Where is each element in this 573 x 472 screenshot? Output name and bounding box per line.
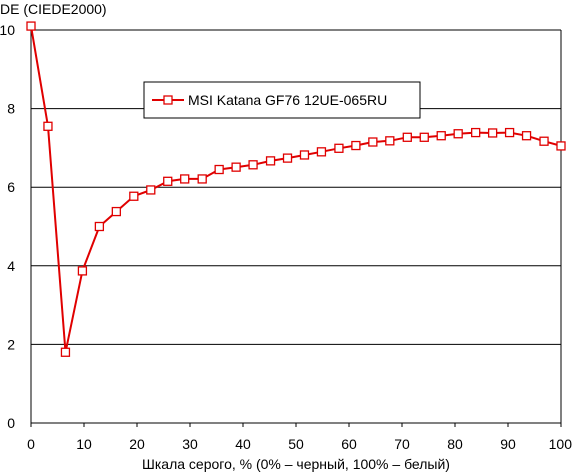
data-point-marker bbox=[419, 132, 429, 142]
x-tick-labels: 0 10 20 30 40 50 60 70 80 90 100 bbox=[27, 423, 572, 452]
data-point-marker bbox=[556, 141, 566, 151]
data-point-marker bbox=[385, 136, 395, 146]
x-tick-label: 20 bbox=[129, 436, 145, 452]
data-point-marker bbox=[231, 162, 241, 172]
data-point-marker bbox=[504, 127, 515, 138]
y-tick-label: 8 bbox=[7, 101, 15, 117]
x-tick-label: 70 bbox=[394, 436, 410, 452]
data-point-marker bbox=[539, 136, 549, 146]
data-point-marker bbox=[316, 147, 327, 157]
data-point-marker bbox=[521, 131, 532, 141]
legend-label: MSI Katana GF76 12UE-065RU bbox=[188, 92, 387, 108]
data-point-marker bbox=[180, 174, 190, 184]
legend-marker-swatch bbox=[163, 95, 173, 105]
data-point-marker bbox=[163, 176, 173, 186]
y-tick-label: 0 bbox=[7, 415, 15, 431]
x-tick-label: 10 bbox=[76, 436, 92, 452]
y-tick-label: 6 bbox=[7, 179, 15, 195]
data-point-marker bbox=[368, 137, 378, 147]
data-point-marker bbox=[94, 221, 105, 232]
legend-box bbox=[143, 81, 421, 119]
data-point-marker bbox=[77, 266, 88, 276]
data-point-marker bbox=[402, 132, 412, 142]
gridlines bbox=[30, 29, 562, 424]
data-point-marker bbox=[129, 191, 139, 201]
data-point-marker bbox=[111, 206, 121, 217]
data-point-marker bbox=[197, 174, 207, 184]
data-point-marker bbox=[299, 150, 310, 160]
x-axis-title: Шкала серого, % (0% – черный, 100% – бел… bbox=[142, 456, 450, 472]
data-point-marker bbox=[471, 127, 481, 138]
y-tick-label: 4 bbox=[7, 258, 15, 274]
data-point-marker bbox=[43, 121, 53, 131]
x-tick-label: 80 bbox=[447, 436, 463, 452]
legend: MSI Katana GF76 12UE-065RU bbox=[143, 81, 421, 119]
data-point-marker bbox=[334, 143, 344, 153]
y-tick-labels: 0 2 4 6 8 10 bbox=[0, 22, 15, 431]
data-point-marker bbox=[351, 140, 361, 151]
series-line bbox=[30, 25, 562, 354]
data-point-marker bbox=[26, 21, 36, 31]
y-tick-label: 2 bbox=[7, 336, 15, 352]
x-tick-label: 40 bbox=[235, 436, 251, 452]
x-tick-label: 100 bbox=[549, 436, 573, 452]
x-tick-label: 0 bbox=[27, 436, 35, 452]
data-point-marker bbox=[146, 185, 156, 195]
data-point-marker bbox=[282, 153, 293, 163]
data-point-marker bbox=[214, 164, 224, 175]
data-point-marker bbox=[265, 156, 276, 166]
y-tick-label: 10 bbox=[0, 22, 15, 38]
y-axis-title: DE (CIEDE2000) bbox=[0, 1, 107, 17]
x-tick-label: 90 bbox=[500, 436, 516, 452]
x-tick-label: 30 bbox=[182, 436, 198, 452]
x-tick-label: 60 bbox=[341, 436, 357, 452]
data-point-marker bbox=[248, 160, 258, 170]
data-point-marker bbox=[60, 347, 71, 357]
series-group bbox=[26, 21, 566, 357]
data-point-marker bbox=[436, 131, 446, 141]
x-tick-label: 50 bbox=[288, 436, 304, 452]
data-point-marker bbox=[487, 128, 498, 138]
data-point-marker bbox=[453, 129, 463, 139]
